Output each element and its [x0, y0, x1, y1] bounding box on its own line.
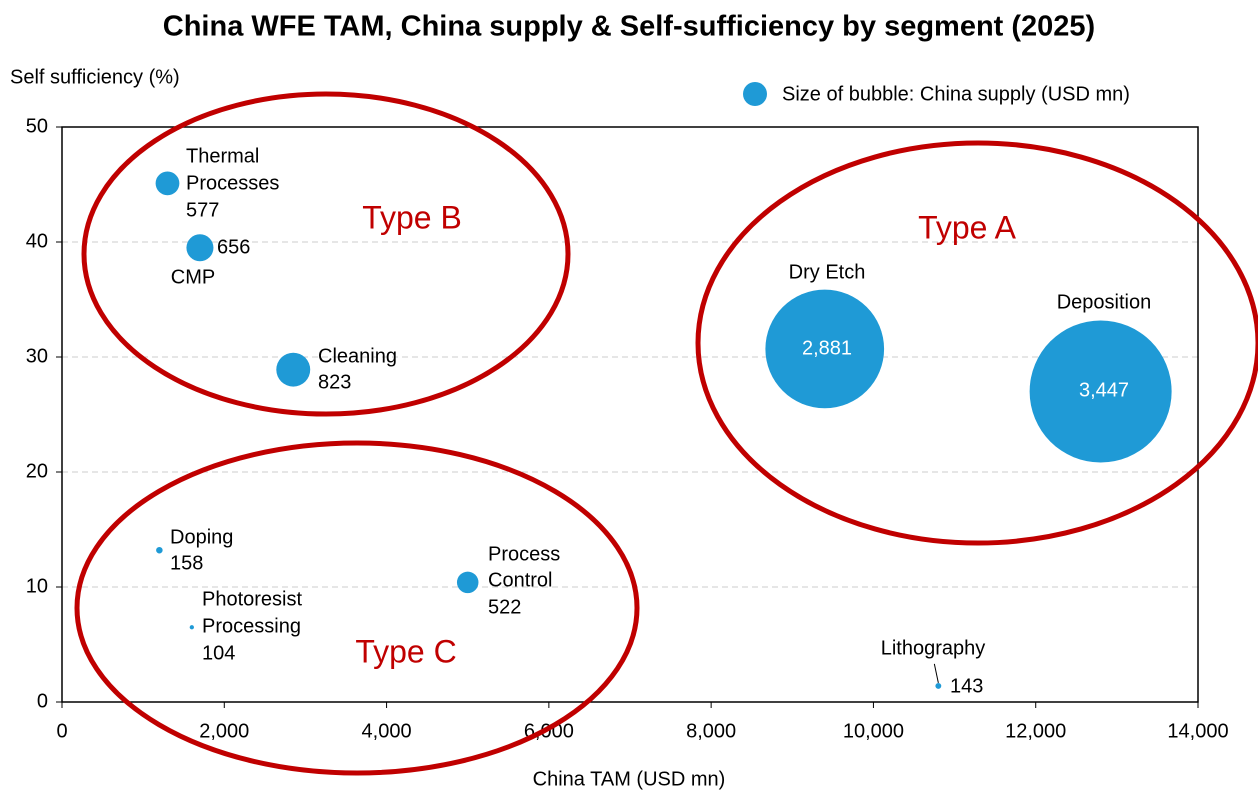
point-label: Cleaning	[318, 345, 397, 367]
annotation: Type C	[355, 633, 456, 669]
bubble	[1029, 320, 1172, 463]
y-tick-label: 0	[37, 690, 48, 712]
bubble	[155, 171, 180, 196]
bubble	[276, 352, 311, 387]
group-ellipse	[74, 440, 640, 776]
y-tick-label: 30	[26, 345, 48, 367]
x-tick-label: 12,000	[1005, 720, 1066, 742]
value-label: 577	[186, 199, 219, 221]
x-axis-label: China TAM (USD mn)	[533, 768, 726, 790]
point-label: CMP	[171, 266, 215, 288]
point-label: Processing	[202, 615, 301, 637]
group-ellipse	[695, 140, 1258, 546]
leader-line	[933, 663, 939, 684]
x-tick-label: 8,000	[686, 720, 736, 742]
value-label: 104	[202, 642, 235, 664]
bubble	[186, 234, 214, 262]
point-label: Processes	[186, 172, 279, 194]
point-label: Deposition	[1057, 291, 1152, 313]
x-tick-label: 14,000	[1167, 720, 1228, 742]
y-axis-label: Self sufficiency (%)	[10, 66, 180, 88]
value-label: 656	[217, 236, 250, 258]
point-label: Process	[488, 543, 560, 565]
legend-label: Size of bubble: China supply (USD mn)	[782, 83, 1130, 105]
bubble	[189, 625, 194, 630]
x-tick-label: 4,000	[362, 720, 412, 742]
point-label: Photoresist	[202, 588, 302, 610]
value-label: 823	[318, 371, 351, 393]
x-tick-label: 2,000	[199, 720, 249, 742]
point-label: Thermal	[186, 145, 259, 167]
value-label: 522	[488, 596, 521, 618]
value-label: 158	[170, 552, 203, 574]
plot-frame	[61, 126, 1199, 703]
y-tick-label: 50	[26, 115, 48, 137]
value-label: 143	[950, 675, 983, 697]
value-label: 3,447	[1079, 379, 1129, 401]
y-tick-label: 10	[26, 575, 48, 597]
legend-swatch	[743, 82, 767, 106]
chart-title: China WFE TAM, China supply & Self-suffi…	[163, 11, 1095, 43]
point-label: Dry Etch	[789, 261, 866, 283]
point-label: Doping	[170, 526, 233, 548]
bubble	[156, 546, 163, 554]
value-label: 2,881	[802, 337, 852, 359]
point-label: Lithography	[881, 637, 986, 659]
x-tick-label: 10,000	[843, 720, 904, 742]
annotation: Type B	[362, 199, 462, 235]
y-tick-label: 40	[26, 230, 48, 252]
bubble	[935, 682, 942, 689]
y-tick-label: 20	[26, 460, 48, 482]
group-ellipse	[81, 91, 571, 417]
annotation: Type A	[918, 209, 1017, 245]
point-label: Control	[488, 569, 552, 591]
x-tick-label: 0	[56, 720, 67, 742]
bubble	[765, 289, 885, 409]
bubble	[456, 571, 479, 594]
